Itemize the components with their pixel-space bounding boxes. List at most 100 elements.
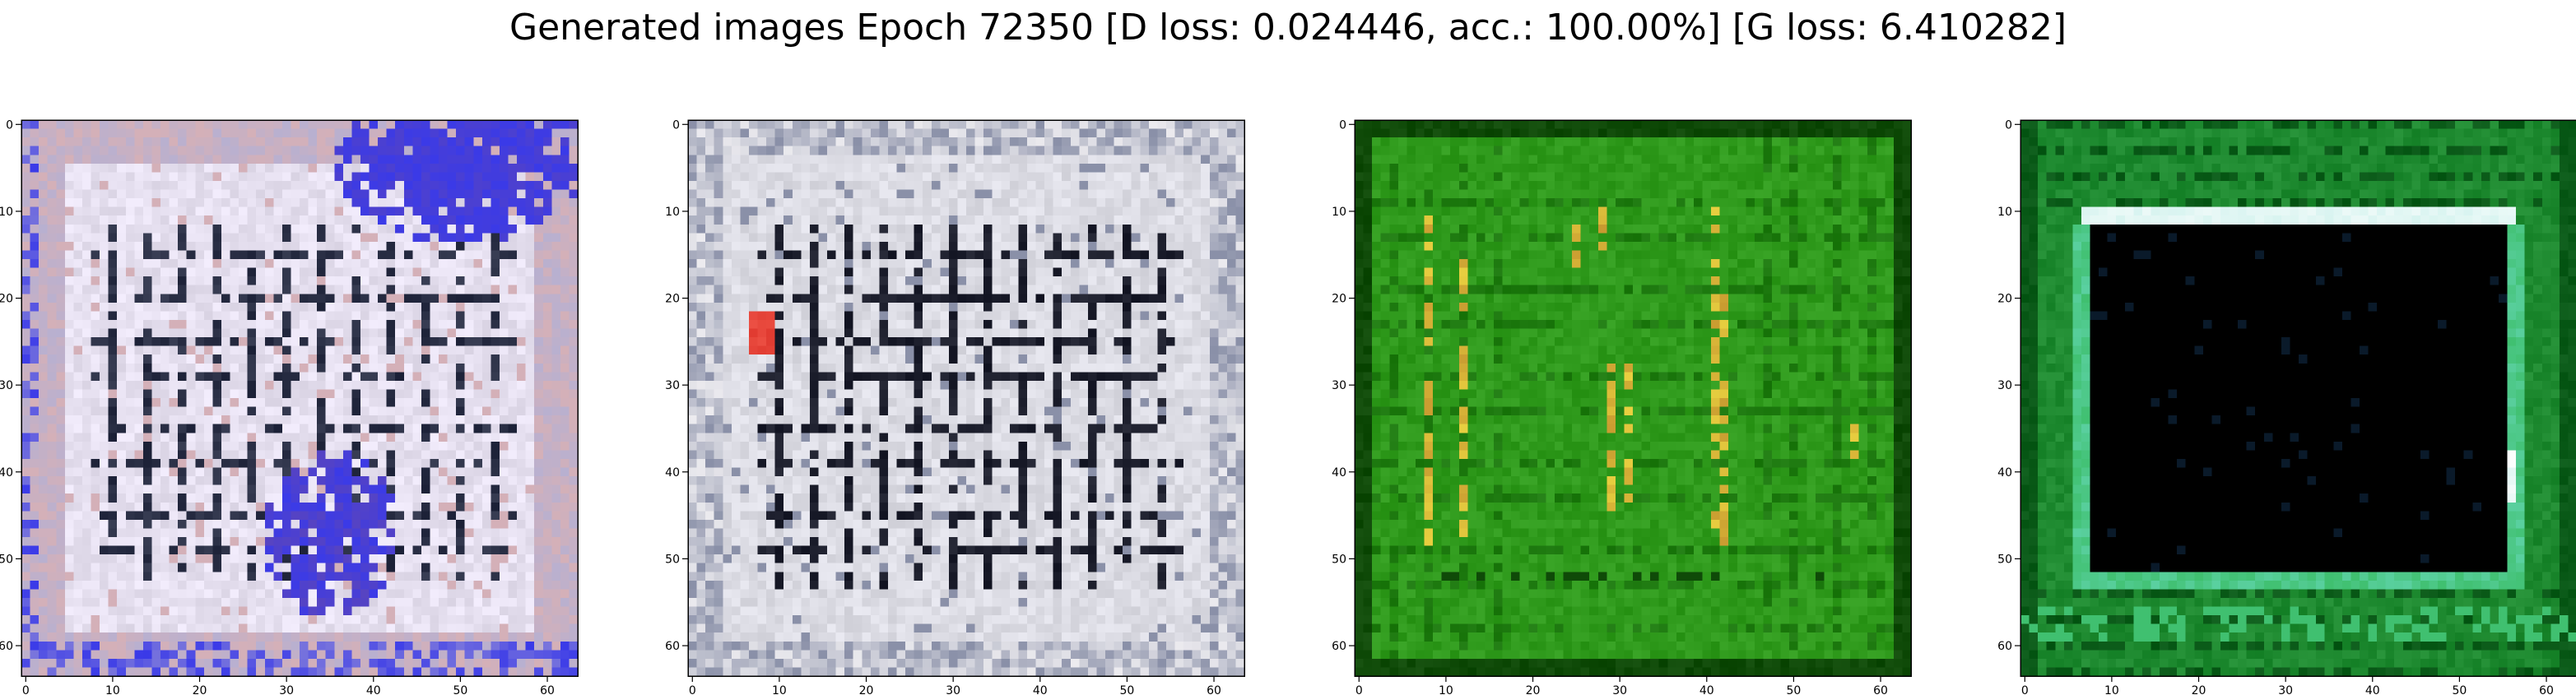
pixel-cell	[386, 502, 396, 512]
pixel-cell	[499, 172, 509, 182]
pixel-cell	[117, 146, 127, 155]
pixel-cell	[291, 545, 300, 555]
pixel-cell	[835, 163, 845, 173]
pixel-cell	[81, 433, 92, 442]
pixel-cell	[723, 128, 732, 138]
pixel-cell	[534, 458, 544, 469]
pixel-cell	[47, 155, 57, 164]
pixel-cell	[360, 554, 370, 564]
pixel-cell	[300, 163, 309, 173]
pixel-cell	[1018, 155, 1028, 164]
pixel-cell	[39, 180, 49, 191]
pixel-cell	[464, 285, 474, 294]
pixel-cell	[499, 667, 509, 677]
pixel-cell	[862, 146, 872, 155]
pixel-cell	[100, 537, 109, 547]
pixel-cell	[525, 484, 535, 494]
pixel-cell	[1070, 155, 1080, 164]
pixel-cell	[748, 146, 759, 155]
pixel-cell	[91, 163, 100, 173]
pixel-cell	[844, 233, 854, 243]
pixel-cell	[160, 163, 170, 173]
pixel-cell	[195, 415, 205, 425]
pixel-cell	[325, 519, 335, 530]
pixel-cell	[273, 267, 283, 277]
pixel-cell	[731, 215, 741, 225]
pixel-cell	[230, 389, 239, 399]
pixel-cell	[508, 606, 518, 616]
pixel-cell	[525, 380, 535, 391]
pixel-cell	[351, 146, 361, 155]
pixel-cell	[186, 572, 196, 581]
pixel-cell	[212, 563, 222, 572]
pixel-cell	[517, 580, 527, 590]
pixel-cell	[801, 224, 811, 234]
pixel-cell	[300, 589, 309, 599]
pixel-cell	[81, 450, 92, 460]
pixel-cell	[1096, 146, 1106, 155]
pixel-cell	[439, 572, 449, 581]
pixel-cell	[160, 658, 170, 669]
pixel-cell	[108, 467, 118, 477]
pixel-cell	[169, 467, 179, 477]
pixel-cell	[403, 180, 413, 191]
pixel-cell	[517, 537, 527, 547]
pixel-cell	[30, 337, 40, 347]
pixel-cell	[247, 224, 257, 234]
pixel-cell	[178, 650, 188, 660]
pixel-cell	[334, 597, 344, 608]
pixel-cell	[801, 120, 811, 130]
pixel-cell	[853, 233, 863, 243]
pixel-cell	[300, 476, 309, 486]
pixel-cell	[230, 484, 239, 494]
pixel-cell	[1183, 180, 1193, 191]
pixel-cell	[117, 519, 127, 530]
pixel-cell	[1165, 163, 1176, 173]
pixel-cell	[108, 572, 118, 581]
pixel-cell	[134, 372, 144, 382]
pixel-cell	[491, 415, 500, 425]
pixel-cell	[81, 458, 92, 469]
pixel-cell	[551, 354, 561, 364]
pixel-cell	[360, 120, 370, 130]
pixel-cell	[499, 537, 509, 547]
pixel-cell	[151, 120, 161, 130]
pixel-cell	[1226, 120, 1237, 130]
pixel-cell	[81, 511, 92, 521]
pixel-cell	[125, 502, 135, 512]
pixel-cell	[542, 493, 552, 503]
pixel-cell	[844, 172, 854, 182]
pixel-cell	[421, 206, 431, 216]
pixel-cell	[186, 493, 196, 503]
pixel-cell	[256, 467, 266, 477]
pixel-cell	[456, 215, 466, 225]
pixel-cell	[386, 433, 396, 442]
pixel-cell	[230, 120, 239, 130]
pixel-cell	[30, 615, 40, 625]
pixel-cell	[291, 441, 300, 451]
pixel-cell	[369, 311, 379, 321]
pixel-cell	[1201, 215, 1211, 225]
pixel-cell	[186, 650, 196, 660]
pixel-cell	[360, 537, 370, 547]
pixel-cell	[142, 406, 153, 416]
y-tick-label: 50	[0, 553, 13, 566]
pixel-cell	[212, 198, 222, 208]
pixel-cell	[1140, 206, 1150, 216]
pixel-cell	[525, 224, 535, 234]
pixel-cell	[300, 259, 309, 269]
pixel-cell	[334, 250, 344, 260]
pixel-cell	[534, 189, 544, 199]
pixel-cell	[940, 189, 950, 199]
pixel-cell	[499, 198, 509, 208]
pixel-cell	[256, 311, 266, 321]
pixel-cell	[931, 189, 941, 199]
pixel-cell	[108, 302, 118, 312]
pixel-cell	[360, 623, 370, 633]
pixel-cell	[1192, 163, 1202, 173]
pixel-cell	[386, 146, 396, 155]
pixel-cell	[1218, 137, 1228, 147]
pixel-cell	[740, 146, 750, 155]
pixel-cell	[247, 163, 257, 173]
pixel-cell	[203, 450, 213, 460]
